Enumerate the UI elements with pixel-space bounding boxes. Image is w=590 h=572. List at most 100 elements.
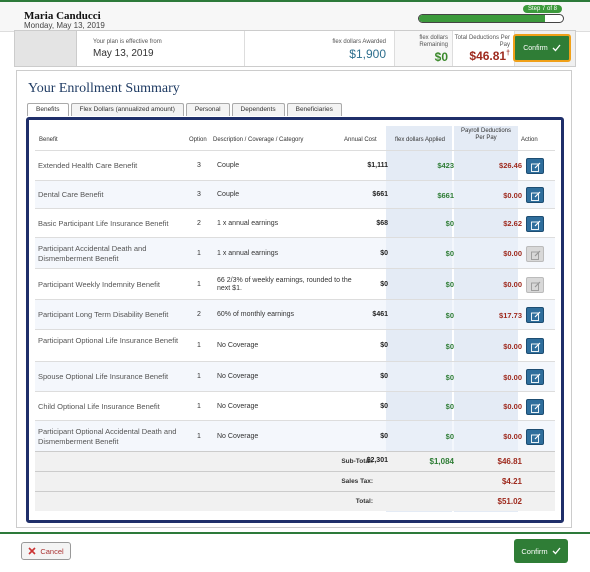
benefit-name: Participant Accidental Death and Dismemb… [38,243,147,263]
payroll-deduction: $0.00 [503,372,522,382]
cancel-label: Cancel [40,546,64,556]
progress-bar [418,14,564,23]
edit-icon [531,342,541,352]
edit-icon [531,162,541,172]
flex-applied: $661 [437,190,454,200]
annual-cost: $0 [380,342,388,349]
edit-button[interactable] [526,369,544,385]
edit-button[interactable] [526,428,544,445]
edit-button[interactable] [526,215,544,232]
edit-button[interactable] [526,187,544,203]
total-deductions-value: $46.81† [469,49,510,63]
edit-button [526,245,544,262]
edit-icon [531,191,541,201]
flex-applied: $0 [445,219,454,228]
option-value: 2 [197,219,201,227]
annual-cost: $0 [380,249,388,257]
flex-awarded-value: $1,900 [349,47,386,61]
header-payroll: Payroll Deductions Per Pay [460,128,512,141]
progress-fill [419,15,545,22]
tab-benefits[interactable]: Benefits [27,103,69,116]
coverage-description: 1 x annual earnings [217,219,279,227]
payroll-deduction: $0.00 [503,402,522,411]
benefit-name: Extended Health Care Benefit [38,160,138,170]
option-value: 1 [197,342,201,349]
confirm-label: Confirm [521,546,548,556]
header-description: Description / Coverage / Category [213,137,304,143]
annual-cost: $0 [380,280,388,288]
main-panel: Your Enrollment Summary Benefits Flex Do… [16,70,572,528]
payroll-deduction: $0.00 [503,432,522,441]
option-value: 1 [197,373,201,380]
header-annual-cost: Annual Cost [344,137,377,143]
flex-remaining-label: flex dollars Remaining [419,35,448,48]
flex-applied: $0 [445,280,454,289]
confirm-button-top[interactable]: Confirm [513,34,571,62]
total-label: Total: [355,498,373,505]
table-row: Participant Long Term Disability Benefit… [35,299,555,329]
coverage-description: 60% of monthly earnings [217,311,295,318]
edit-button[interactable] [526,398,544,415]
total-payroll: $51.02 [497,497,522,506]
edit-button[interactable] [526,307,544,323]
payroll-deduction: $0.00 [503,249,522,258]
edit-icon [531,433,541,443]
option-value: 1 [197,280,201,288]
table-row: Basic Participant Life Insurance Benefit… [35,208,555,237]
plan-effective: Your plan is effective from May 13, 2019 [77,31,245,66]
table-row: Child Optional Life Insurance Benefit 1 No… [35,391,555,420]
coverage-description: 1 x annual earnings [217,249,279,257]
table-row: Dental Care Benefit 3 Couple $661 $661 $0.00 [35,180,555,208]
benefit-name: Basic Participant Life Insurance Benefit [38,218,169,228]
coverage-description: No Coverage [217,432,259,440]
benefits-table: Benefit Option Description / Coverage / … [26,117,564,523]
flex-awarded: flex dollars Awarded $1,900 [245,31,395,66]
confirm-button-bottom[interactable]: Confirm [514,539,568,563]
option-value: 3 [197,191,201,198]
tab-personal[interactable]: Personal [185,103,230,116]
checkmark-icon [552,44,561,52]
payroll-deduction: $0.00 [503,341,522,351]
close-icon [28,547,36,555]
step-progress: Step 7 of 8 [418,5,564,25]
cancel-button[interactable]: Cancel [21,542,71,560]
edit-button[interactable] [526,338,544,354]
subtotal-label: Sub-Total: [341,458,373,465]
benefit-name: Participant Optional Accidental Death an… [38,426,177,446]
plan-summary-bar: Your plan is effective from May 13, 2019… [14,30,576,67]
sales-tax-row: Sales Tax: $4.21 [35,471,555,491]
benefit-name: Dental Care Benefit [38,190,104,199]
tab-dependents[interactable]: Dependents [231,103,285,116]
flex-awarded-label: flex dollars Awarded [332,39,386,45]
edit-icon [531,403,541,413]
coverage-description: No Coverage [217,342,259,349]
annual-cost: $661 [372,191,388,198]
subtotal-payroll: $46.81 [497,457,522,466]
edit-icon [531,311,541,321]
flex-applied: $0 [445,432,454,441]
user-name: Maria Canducci [24,10,101,22]
sales-tax-label: Sales Tax: [341,478,373,485]
current-date: Monday, May 13, 2019 [24,21,105,30]
edit-button[interactable] [526,157,544,174]
edit-icon [531,373,541,383]
option-value: 1 [197,249,201,257]
flex-applied: $0 [445,341,454,351]
sales-tax-payroll: $4.21 [501,477,522,486]
total-deductions: Total Deductions Per Pay $46.81† [453,31,515,66]
summary-spacer [15,31,77,66]
tab-flex-dollars[interactable]: Flex Dollars (annualized amount) [70,103,184,116]
tab-beneficiaries[interactable]: Beneficiaries [286,103,342,116]
payroll-deduction: $17.73 [499,310,522,320]
annual-cost: $1,111 [367,161,388,169]
table-row: Spouse Optional Life Insurance Benefit 1 N… [35,361,555,391]
benefit-name: Participant Weekly Indemnity Benefit [38,279,161,289]
benefit-name: Child Optional Life Insurance Benefit [38,401,160,411]
payroll-deduction: $26.46 [499,161,522,170]
checkmark-icon [552,547,561,555]
benefit-name: Participant Optional Life Insurance Bene… [38,336,179,345]
option-value: 2 [197,311,201,318]
payroll-deduction: $0.00 [503,190,522,200]
coverage-description: 66 2/3% of weekly earnings, rounded to t… [217,276,352,292]
